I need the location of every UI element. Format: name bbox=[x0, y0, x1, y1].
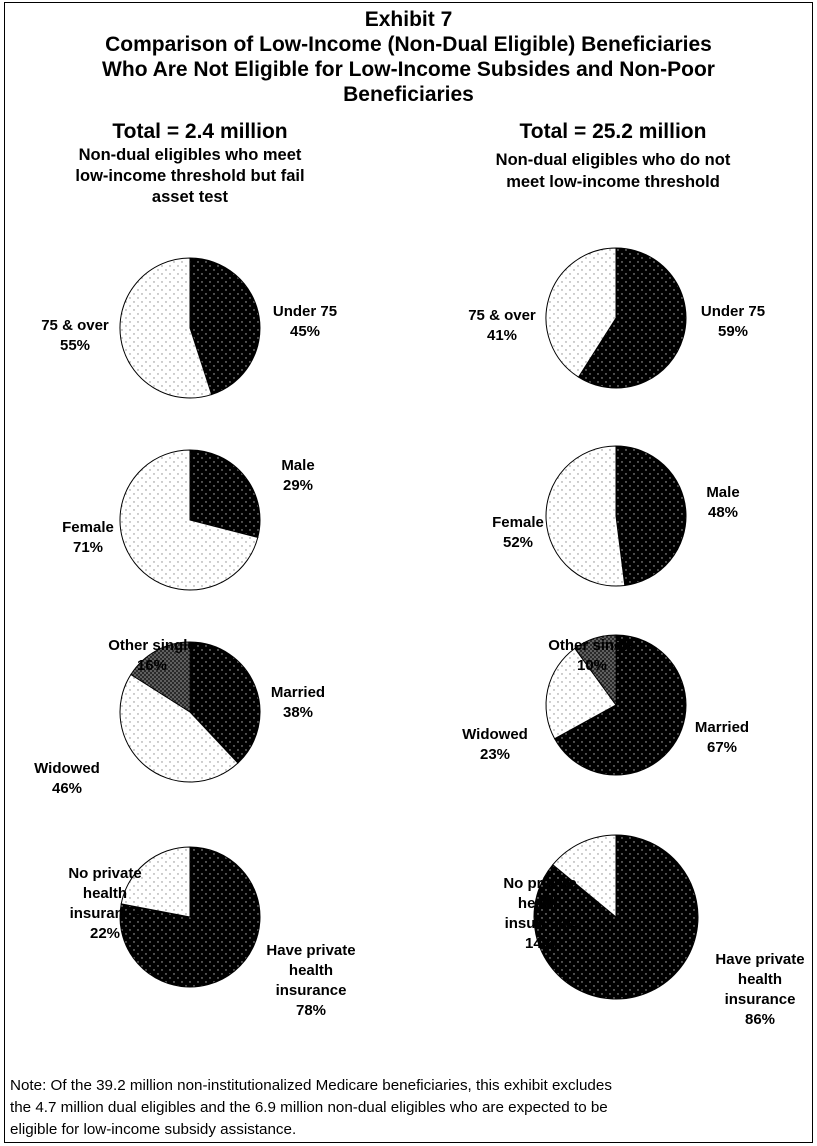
pie-6-slice-widowed bbox=[545, 647, 617, 740]
pie-2-label-75-over: 75 & over 41% bbox=[468, 307, 536, 344]
pie-4-label-male: Male 48% bbox=[706, 484, 739, 521]
pie-4-label-female: Female 52% bbox=[492, 514, 544, 551]
chart-title-line-2: Who Are Not Eligible for Low-Income Subs… bbox=[102, 58, 715, 81]
pie-1-label-under-75: Under 75 45% bbox=[273, 303, 337, 340]
pie-7-label-have-private: Have private health insurance 78% bbox=[266, 942, 355, 1019]
pie-7-label-no-private: No private health insurance 22% bbox=[68, 865, 141, 942]
pie-3-label-female: Female 71% bbox=[62, 519, 114, 556]
footnote: Note: Of the 39.2 million non-institutio… bbox=[10, 1075, 810, 1141]
left-subtitle-line-1: Non-dual eligibles who meet bbox=[78, 146, 302, 164]
pie-5-label-other-single: Other single 16% bbox=[108, 637, 196, 674]
left-subtitle-line-3: asset test bbox=[151, 188, 229, 206]
pie-5-label-widowed: Widowed 46% bbox=[34, 760, 100, 797]
pie-5-slice-other-single bbox=[130, 641, 191, 713]
pie-1-slice-under-75 bbox=[189, 257, 261, 396]
right-subtitle-line-1: Non-dual eligibles who do not bbox=[495, 151, 731, 169]
exhibit-frame bbox=[4, 2, 813, 1143]
footnote-line-1: Note: Of the 39.2 million non-institutio… bbox=[10, 1077, 612, 1094]
pie-7-slice-no-private bbox=[120, 846, 191, 918]
pie-5-label-married: Married 38% bbox=[271, 684, 325, 721]
chart-title-line-1: Comparison of Low-Income (Non-Dual Eligi… bbox=[105, 33, 712, 56]
pie-6-label-married: Married 67% bbox=[695, 719, 749, 756]
pie-6-label-other-single: Other single 10% bbox=[548, 637, 636, 674]
pie-5-slice-married bbox=[189, 641, 261, 764]
pie-1-label-75-over: 75 & over 55% bbox=[41, 317, 109, 354]
left-total: Total = 2.4 million bbox=[112, 120, 288, 143]
pie-8-label-have-private: Have private health insurance 86% bbox=[715, 951, 804, 1028]
pies-layer: Under 75 45% 75 & over 55% Under 75 59% 75 & o… bbox=[34, 247, 805, 1028]
exhibit-number: Exhibit 7 bbox=[364, 8, 453, 31]
pie-2-slice-75-over bbox=[545, 247, 617, 378]
pie-6-slice-married bbox=[553, 634, 687, 776]
pie-8-slice-no-private bbox=[552, 834, 617, 919]
pie-3-label-male: Male 29% bbox=[281, 457, 314, 494]
left-subtitle-line-2: low-income threshold but fail bbox=[75, 167, 305, 185]
pie-3-slice-female bbox=[119, 449, 259, 591]
pie-6-label-widowed: Widowed 23% bbox=[462, 726, 528, 763]
pie-6-slice-other-single bbox=[574, 634, 617, 707]
pie-2-label-under-75: Under 75 59% bbox=[701, 303, 765, 340]
right-subtitle-line-2: meet low-income threshold bbox=[506, 173, 720, 191]
pie-1-slice-75-over bbox=[119, 257, 213, 399]
footnote-line-2: the 4.7 million dual eligibles and the 6… bbox=[10, 1099, 608, 1116]
pie-4-slice-male bbox=[615, 445, 687, 587]
footnote-line-3: eligible for low-income subsidy assistan… bbox=[10, 1121, 297, 1138]
pie-5-slice-widowed bbox=[119, 673, 239, 783]
right-total: Total = 25.2 million bbox=[519, 120, 707, 143]
pie-charts: Under 75 45% 75 & over 55% Under 75 59% 75 & o… bbox=[34, 247, 805, 1028]
chart-title-line-3: Beneficiaries bbox=[343, 83, 474, 106]
pie-3-slice-male bbox=[189, 449, 261, 539]
pie-8-label-no-private: No private health insurance 14% bbox=[503, 875, 576, 952]
pie-2-slice-under-75 bbox=[577, 247, 687, 389]
pie-4-slice-female bbox=[545, 445, 626, 587]
